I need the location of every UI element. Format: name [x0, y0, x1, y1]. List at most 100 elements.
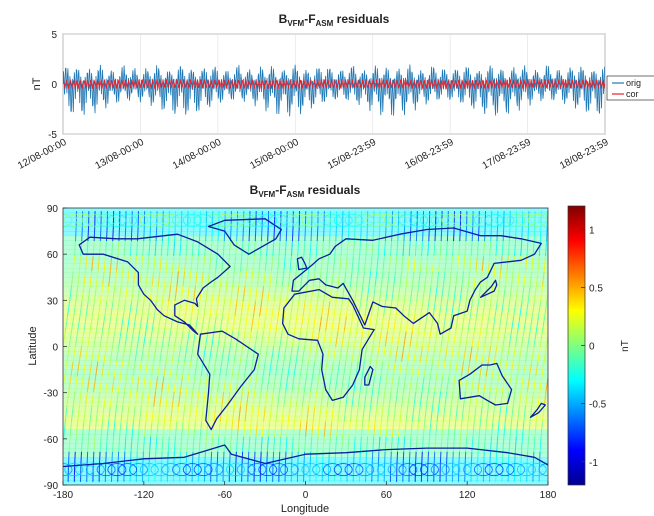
- orbit-track-segment: [385, 421, 388, 437]
- orbit-track-segment: [418, 271, 421, 287]
- orbit-track-segment: [471, 331, 475, 347]
- orbit-track-segment: [510, 361, 514, 377]
- orbit-track-segment: [440, 436, 443, 452]
- orbit-track-segment: [168, 421, 172, 437]
- map-band: [63, 208, 548, 214]
- polar-loop: [516, 463, 536, 477]
- orbit-track-segment: [407, 346, 411, 362]
- orbit-track-segment: [287, 316, 292, 332]
- orbit-track-segment: [74, 376, 78, 392]
- orbit-track-segment: [320, 391, 324, 407]
- orbit-track-segment: [397, 331, 401, 347]
- orbit-track-segment: [421, 241, 424, 257]
- orbit-track-segment: [467, 361, 471, 377]
- orbit-track-segment: [98, 301, 102, 317]
- orbit-track-segment: [538, 451, 541, 467]
- orbit-track-segment: [480, 316, 484, 332]
- orbit-track-segment: [143, 421, 147, 437]
- orbit-track-segment: [446, 331, 451, 347]
- orbit-track-segment: [235, 241, 238, 257]
- orbit-track-segment: [555, 316, 557, 331]
- orbit-track-segment: [109, 391, 113, 407]
- polar-loop: [85, 213, 105, 227]
- orbit-track-segment: [526, 451, 529, 467]
- orbit-track-segment: [335, 436, 338, 452]
- orbit-track-segment: [341, 436, 344, 452]
- orbit-track-segment: [527, 436, 530, 452]
- orbit-track-segment: [448, 406, 452, 422]
- orbit-track-segment: [331, 406, 334, 422]
- orbit-track-segment: [250, 406, 254, 422]
- orbit-track-segment: [293, 361, 297, 377]
- orbit-track-segment: [221, 346, 225, 362]
- orbit-track-segment: [517, 316, 521, 332]
- orbit-track-segment: [236, 226, 238, 242]
- orbit-track-segment: [201, 406, 204, 422]
- orbit-track-segment: [495, 241, 498, 257]
- orbit-track-segment: [372, 331, 376, 347]
- orbit-track-segment: [205, 286, 209, 302]
- coastlines: [63, 218, 548, 468]
- orbit-track-segment: [429, 361, 434, 377]
- orbit-track-segment: [174, 286, 178, 302]
- orbit-track-segment: [100, 286, 103, 302]
- orbit-track-segment: [428, 226, 430, 242]
- orbit-track-segment: [432, 301, 436, 317]
- orbit-track-segment: [507, 241, 510, 257]
- orbit-track-segment: [403, 331, 407, 347]
- orbit-track-segment: [308, 301, 312, 317]
- orbit-track-segment: [447, 286, 451, 302]
- orbit-track-segment: [124, 376, 128, 392]
- orbit-track-segment: [458, 241, 461, 257]
- orbit-track-segment: [248, 286, 252, 302]
- orbit-track-segment: [295, 346, 299, 362]
- orbit-track-segment: [445, 301, 449, 317]
- orbit-track-segment: [91, 391, 95, 407]
- polar-loop: [236, 463, 256, 477]
- orbit-track-segment: [240, 301, 244, 317]
- polar-loop: [204, 463, 224, 477]
- orbit-track-segment: [291, 451, 293, 467]
- orbit-track-segment: [413, 391, 417, 407]
- orbit-track-segment: [470, 241, 473, 257]
- polar-loop: [538, 463, 548, 477]
- orbit-track-segment: [110, 301, 114, 317]
- top-y-tick-label: -5: [48, 130, 57, 141]
- orbit-track-segment: [194, 406, 198, 422]
- polar-loop: [484, 463, 504, 477]
- orbit-track-segment: [258, 391, 262, 407]
- orbit-track-segment: [222, 451, 225, 467]
- polar-loop: [258, 213, 278, 227]
- orbit-track-segment: [252, 256, 255, 272]
- orbit-track-segment: [330, 361, 334, 377]
- orbit-track-segment: [218, 421, 221, 437]
- orbit-track-segment: [383, 241, 386, 257]
- orbit-track-segment: [408, 241, 411, 257]
- orbit-track-segment: [372, 286, 376, 302]
- orbit-track-segment: [419, 391, 423, 407]
- orbit-track-segment: [140, 256, 144, 272]
- map-y-axis-label: Latitude: [27, 326, 39, 365]
- map-band: [63, 309, 548, 315]
- map-band: [63, 434, 548, 440]
- orbit-track-segment: [234, 301, 238, 317]
- map-band: [63, 406, 548, 412]
- orbit-track-segment: [275, 271, 279, 287]
- orbit-track-segment: [171, 346, 176, 362]
- orbit-track-segment: [70, 361, 74, 377]
- map-band: [63, 323, 548, 329]
- orbit-track-segment: [266, 376, 270, 392]
- orbit-track-segment: [388, 346, 392, 362]
- polar-loop: [150, 213, 170, 227]
- orbit-track-segment: [467, 271, 471, 287]
- orbit-track-segment: [147, 301, 151, 317]
- orbit-track-segment: [213, 406, 217, 422]
- orbit-track-segment: [427, 376, 431, 392]
- orbit-track-segment: [490, 286, 494, 302]
- map-band: [63, 374, 548, 380]
- polar-loop: [463, 213, 483, 227]
- orbit-track-segment: [223, 226, 226, 242]
- orbit-track-segment: [146, 391, 150, 407]
- map-band: [63, 448, 548, 454]
- polar-loop: [398, 213, 418, 227]
